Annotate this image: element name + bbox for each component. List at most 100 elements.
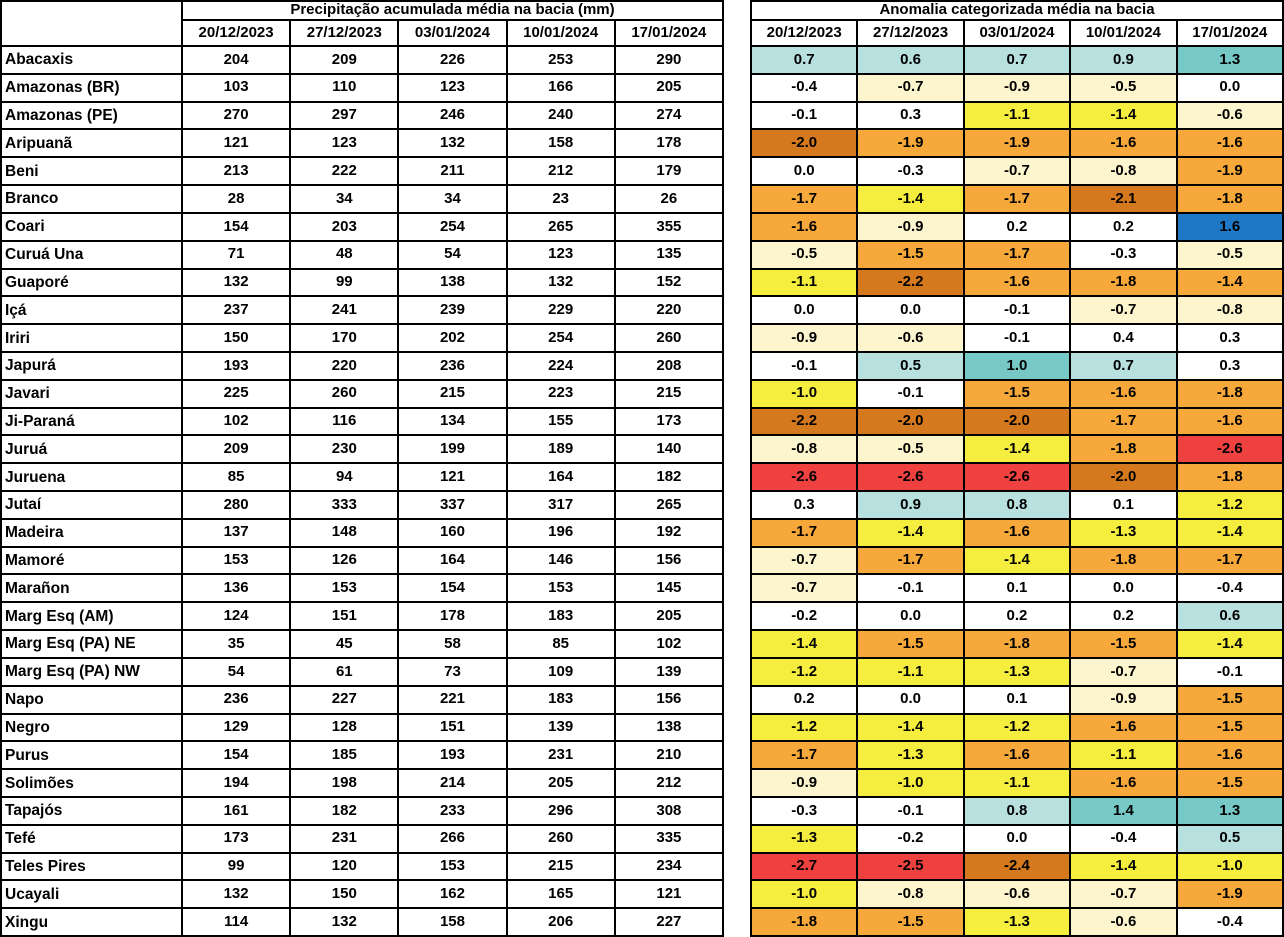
anomaly-cell: -1.4 [1175, 629, 1284, 659]
precip-cell: 28 [180, 184, 292, 214]
precip-cell: 210 [613, 740, 725, 771]
anomaly-cell: -1.6 [1069, 768, 1178, 798]
precip-cell: 260 [289, 378, 400, 409]
anomaly-cell: -2.0 [856, 406, 965, 437]
precip-cell: 34 [289, 184, 400, 214]
anomaly-cell: 0.0 [749, 295, 859, 326]
precip-cell: 254 [505, 323, 616, 353]
anomaly-row: -1.3 -0.2 0.0 -0.4 0.5 [749, 823, 1284, 854]
precipitation-table: Precipitação acumulada média na bacia (m… [0, 0, 725, 937]
precip-cell: 260 [613, 323, 725, 353]
precip-cell: 158 [505, 128, 616, 159]
precip-cell: 236 [397, 350, 508, 381]
precip-cell: 85 [180, 462, 292, 492]
precip-cell: 254 [397, 211, 508, 242]
precipitation-row: Marg Esq (PA) NW 54 61 73 109 139 [0, 656, 725, 687]
anomaly-cell: -1.1 [856, 656, 965, 687]
anomaly-cell: -1.2 [749, 712, 859, 743]
precip-cell: 220 [289, 350, 400, 381]
precip-cell: 164 [505, 462, 616, 492]
date-column-header: 20/12/2023 [180, 19, 292, 47]
anomaly-cell: -1.0 [1175, 851, 1284, 882]
anomaly-cell: 0.1 [962, 573, 1072, 604]
anomaly-cell: 0.5 [1175, 823, 1284, 854]
basin-label: Ji-Paraná [0, 406, 183, 437]
basin-label: Juruena [0, 462, 183, 492]
date-column-header: 03/01/2024 [962, 19, 1072, 47]
anomaly-cell: 0.3 [1175, 350, 1284, 381]
precip-cell: 237 [180, 295, 292, 326]
precipitation-title-row: Precipitação acumulada média na bacia (m… [0, 0, 724, 47]
precipitation-row: Napo 236 227 221 183 156 [0, 684, 725, 715]
anomaly-row: -0.2 0.0 0.2 0.2 0.6 [749, 601, 1284, 632]
precip-cell: 333 [289, 490, 400, 520]
precip-cell: 146 [505, 545, 616, 576]
precip-cell: 110 [289, 72, 400, 103]
precip-cell: 23 [505, 184, 616, 214]
anomaly-cell: -1.3 [1069, 517, 1178, 548]
precip-cell: 153 [180, 545, 292, 576]
anomaly-cell: -0.5 [749, 239, 859, 270]
anomaly-cell: -0.4 [749, 72, 859, 103]
precip-cell: 116 [289, 406, 400, 437]
precip-cell: 73 [397, 656, 508, 687]
anomaly-row: -0.1 0.3 -1.1 -1.4 -0.6 [749, 100, 1284, 131]
anomaly-row: -1.2 -1.1 -1.3 -0.7 -0.1 [749, 656, 1284, 687]
precip-cell: 123 [505, 239, 616, 270]
anomaly-cell: -0.7 [749, 545, 859, 576]
anomaly-cell: 0.7 [962, 45, 1072, 75]
precip-cell: 150 [289, 879, 400, 910]
precip-cell: 109 [505, 656, 616, 687]
precip-cell: 226 [397, 45, 508, 75]
precipitation-row: Teles Pires 99 120 153 215 234 [0, 851, 725, 882]
precip-cell: 126 [289, 545, 400, 576]
basin-label: Ucayali [0, 879, 183, 910]
anomaly-row: -2.0 -1.9 -1.9 -1.6 -1.6 [749, 128, 1284, 159]
anomaly-cell: -2.0 [749, 128, 859, 159]
anomaly-cell: -1.4 [856, 517, 965, 548]
anomaly-cell: 1.3 [1175, 45, 1284, 75]
precipitation-row: Iriri 150 170 202 254 260 [0, 323, 725, 353]
precip-cell: 215 [613, 378, 725, 409]
anomaly-row: -1.4 -1.5 -1.8 -1.5 -1.4 [749, 629, 1284, 659]
precip-cell: 102 [613, 629, 725, 659]
precip-cell: 135 [613, 239, 725, 270]
date-column-header: 27/12/2023 [289, 19, 400, 47]
precip-cell: 148 [289, 517, 400, 548]
anomaly-cell: -1.3 [856, 740, 965, 771]
precip-cell: 154 [180, 740, 292, 771]
basin-label: Tapajós [0, 795, 183, 826]
precip-cell: 128 [289, 712, 400, 743]
anomaly-cell: -0.1 [1175, 656, 1284, 687]
anomaly-cell: 0.9 [1069, 45, 1178, 75]
precipitation-row: Abacaxis 204 209 226 253 290 [0, 45, 725, 75]
precip-cell: 138 [613, 712, 725, 743]
anomaly-cell: -1.0 [749, 378, 859, 409]
precip-cell: 129 [180, 712, 292, 743]
precip-cell: 199 [397, 434, 508, 465]
precipitation-row: Japurá 193 220 236 224 208 [0, 350, 725, 381]
anomaly-cell: -1.4 [856, 184, 965, 214]
anomaly-cell: 0.6 [1175, 601, 1284, 632]
anomaly-cell: -1.6 [962, 267, 1072, 298]
anomaly-cell: 0.0 [1175, 72, 1284, 103]
precip-cell: 208 [613, 350, 725, 381]
anomaly-cell: 0.5 [856, 350, 965, 381]
anomaly-cell: -1.4 [962, 434, 1072, 465]
anomaly-cell: -0.8 [749, 434, 859, 465]
precip-cell: 161 [180, 795, 292, 826]
precip-cell: 35 [180, 629, 292, 659]
precip-cell: 139 [613, 656, 725, 687]
anomaly-row: -1.0 -0.1 -1.5 -1.6 -1.8 [749, 378, 1284, 409]
precip-cell: 317 [505, 490, 616, 520]
precip-cell: 198 [289, 768, 400, 798]
basin-label: Beni [0, 156, 183, 187]
precip-cell: 265 [613, 490, 725, 520]
anomaly-cell: -1.6 [1069, 128, 1178, 159]
precip-cell: 158 [397, 907, 508, 937]
anomaly-cell: -0.8 [1175, 295, 1284, 326]
precip-cell: 156 [613, 684, 725, 715]
precipitation-row: Amazonas (BR) 103 110 123 166 205 [0, 72, 725, 103]
basin-label: Napo [0, 684, 183, 715]
anomaly-cell: -1.7 [962, 239, 1072, 270]
